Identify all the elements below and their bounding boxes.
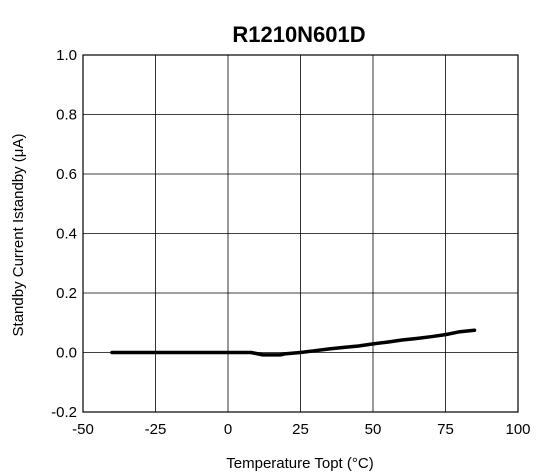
x-tick-label: 0 [224, 421, 232, 438]
y-tick-label: 1.0 [56, 47, 77, 64]
y-tick-label: 0.8 [56, 107, 77, 124]
chart-title: R1210N601D [232, 22, 365, 47]
x-tick-label: -25 [145, 421, 167, 438]
y-tick-label: 0.0 [56, 345, 77, 362]
plot-frame [82, 54, 519, 413]
y-tick-label: 0.6 [56, 166, 77, 183]
grid [83, 55, 518, 412]
x-tick-label: -50 [72, 421, 94, 438]
y-tick-label: 0.2 [56, 285, 77, 302]
series-group [110, 328, 477, 357]
x-axis-label: Temperature Topt (°C) [226, 455, 373, 472]
x-tick-label: 75 [437, 421, 454, 438]
series-line [110, 328, 477, 357]
x-tick-label: 50 [365, 421, 382, 438]
y-axis-label: Standby Current Istandby (μA) [10, 134, 27, 337]
y-axis-tick-labels: -0.2 0.0 0.2 0.4 0.6 0.8 1.0 [51, 47, 77, 421]
y-tick-label: -0.2 [51, 404, 77, 421]
x-tick-label: 100 [505, 421, 530, 438]
y-tick-label: 0.4 [56, 226, 77, 243]
x-tick-label: 25 [292, 421, 309, 438]
x-axis-tick-labels: -50 -25 0 25 50 75 100 [72, 421, 530, 438]
